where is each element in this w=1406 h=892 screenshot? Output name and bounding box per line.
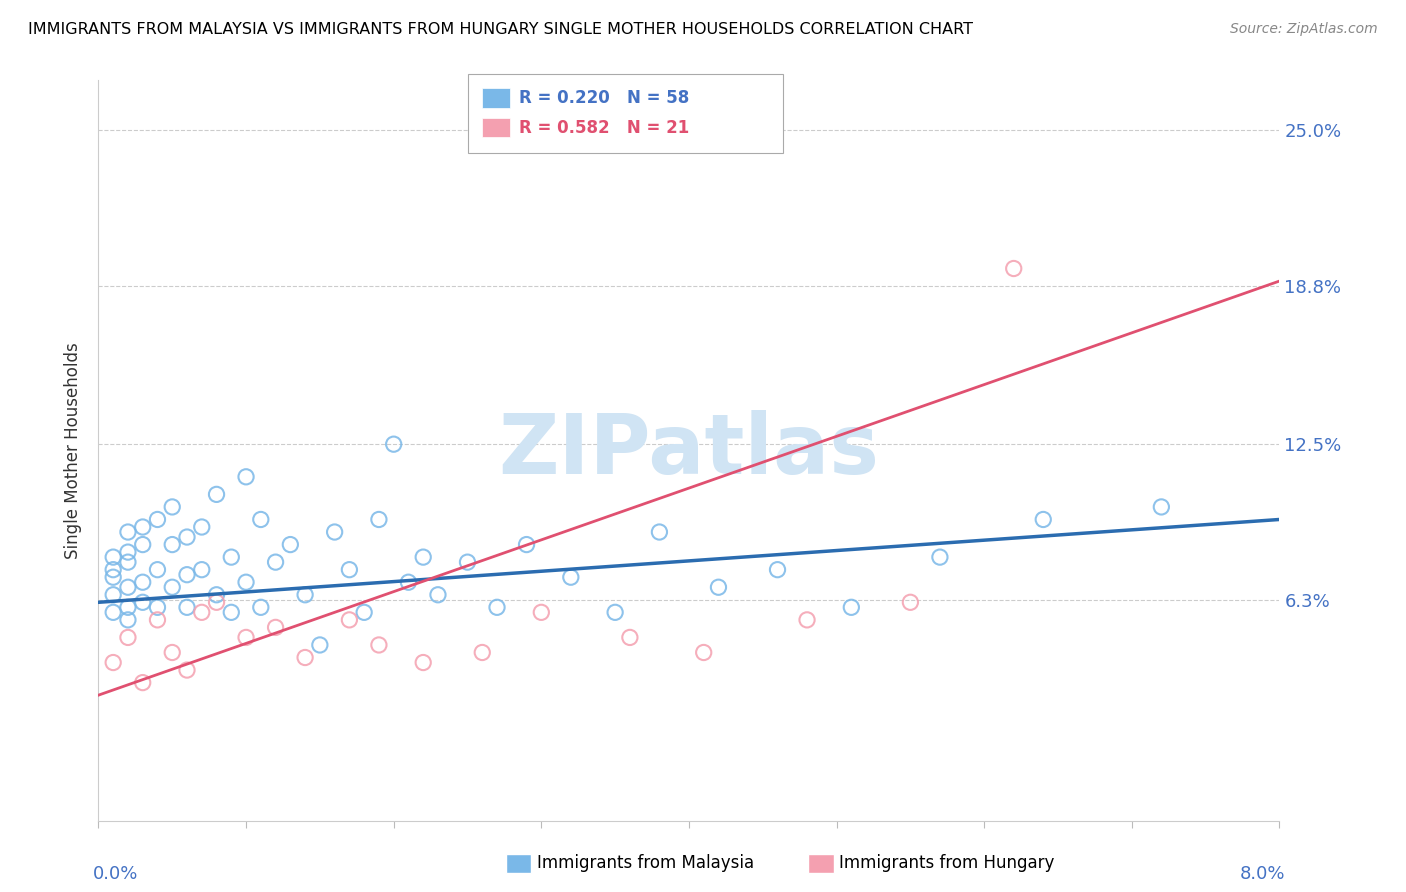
Point: [382, 437, 405, 451]
Point: [235, 575, 257, 590]
Point: [132, 595, 155, 609]
Point: [398, 575, 420, 590]
Point: [162, 580, 183, 594]
Point: [929, 550, 952, 565]
Point: [707, 580, 730, 594]
Point: [368, 512, 391, 526]
Point: [339, 613, 361, 627]
Point: [176, 600, 198, 615]
Point: [117, 555, 139, 569]
Point: [516, 538, 538, 552]
Point: [766, 563, 789, 577]
Point: [132, 675, 155, 690]
Point: [412, 550, 434, 565]
Point: [264, 555, 287, 569]
Point: [205, 588, 228, 602]
Point: [235, 470, 257, 484]
Point: [309, 638, 332, 652]
Point: [486, 600, 509, 615]
Point: [280, 538, 302, 552]
Point: [250, 600, 273, 615]
Point: [530, 605, 553, 619]
Point: [900, 595, 922, 609]
Point: [132, 538, 155, 552]
Point: [841, 600, 863, 615]
Point: [146, 600, 169, 615]
Point: [117, 613, 139, 627]
Text: R = 0.220   N = 58: R = 0.220 N = 58: [519, 89, 689, 107]
Point: [103, 605, 125, 619]
Point: [221, 605, 243, 619]
Point: [294, 650, 316, 665]
Point: [162, 538, 183, 552]
Point: [176, 567, 198, 582]
Point: [205, 595, 228, 609]
Point: [117, 545, 139, 559]
Point: [427, 588, 450, 602]
Point: [146, 613, 169, 627]
Text: Immigrants from Malaysia: Immigrants from Malaysia: [537, 855, 754, 872]
Point: [176, 530, 198, 544]
Point: [117, 580, 139, 594]
Text: 0.0%: 0.0%: [93, 865, 138, 883]
Text: Immigrants from Hungary: Immigrants from Hungary: [839, 855, 1054, 872]
Text: IMMIGRANTS FROM MALAYSIA VS IMMIGRANTS FROM HUNGARY SINGLE MOTHER HOUSEHOLDS COR: IMMIGRANTS FROM MALAYSIA VS IMMIGRANTS F…: [28, 22, 973, 37]
Point: [117, 524, 139, 539]
Point: [162, 500, 183, 514]
Text: Source: ZipAtlas.com: Source: ZipAtlas.com: [1230, 22, 1378, 37]
Text: 8.0%: 8.0%: [1240, 865, 1285, 883]
Point: [103, 588, 125, 602]
Point: [323, 524, 346, 539]
Point: [103, 563, 125, 577]
Point: [132, 575, 155, 590]
Point: [339, 563, 361, 577]
Point: [117, 631, 139, 645]
Point: [457, 555, 479, 569]
Y-axis label: Single Mother Households: Single Mother Households: [65, 343, 83, 558]
Point: [205, 487, 228, 501]
Point: [117, 600, 139, 615]
Point: [1032, 512, 1054, 526]
Point: [146, 512, 169, 526]
Point: [619, 631, 641, 645]
Point: [103, 656, 125, 670]
Point: [132, 520, 155, 534]
Point: [353, 605, 375, 619]
Point: [294, 588, 316, 602]
Point: [412, 656, 434, 670]
Point: [176, 663, 198, 677]
Point: [1002, 261, 1025, 276]
Point: [221, 550, 243, 565]
Point: [191, 563, 214, 577]
Point: [560, 570, 582, 584]
Point: [235, 631, 257, 645]
Text: ZIPatlas: ZIPatlas: [499, 410, 879, 491]
Point: [264, 620, 287, 634]
Point: [146, 563, 169, 577]
Point: [368, 638, 391, 652]
Point: [693, 645, 716, 659]
Point: [1150, 500, 1173, 514]
Point: [191, 520, 214, 534]
Point: [471, 645, 494, 659]
Point: [103, 550, 125, 565]
Point: [191, 605, 214, 619]
Point: [162, 645, 183, 659]
Point: [605, 605, 627, 619]
Text: R = 0.582   N = 21: R = 0.582 N = 21: [519, 119, 689, 136]
Point: [648, 524, 671, 539]
Point: [103, 570, 125, 584]
Point: [250, 512, 273, 526]
Point: [796, 613, 818, 627]
